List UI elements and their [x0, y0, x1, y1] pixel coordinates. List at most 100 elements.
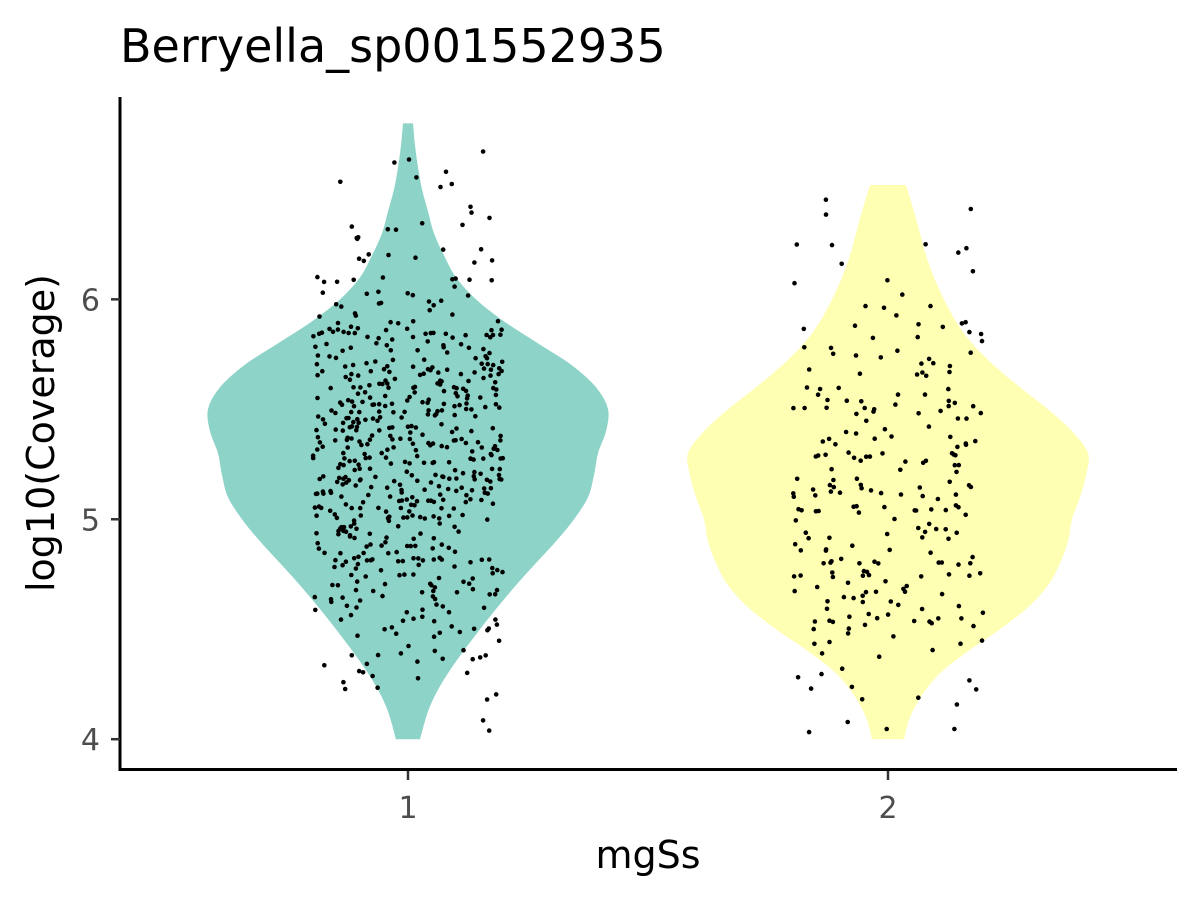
jitter-point — [384, 485, 390, 491]
jitter-point — [951, 452, 957, 457]
jitter-point — [956, 250, 961, 255]
jitter-point — [351, 518, 357, 523]
jitter-point — [390, 437, 395, 442]
jitter-point — [803, 530, 809, 535]
jitter-point — [823, 212, 829, 217]
jitter-point — [463, 332, 468, 338]
jitter-point — [405, 398, 410, 403]
jitter-point — [490, 571, 496, 576]
jitter-point — [955, 416, 961, 421]
jitter-point — [412, 384, 418, 390]
jitter-point — [874, 615, 880, 621]
jitter-point — [342, 686, 348, 692]
jitter-point — [920, 460, 926, 466]
jitter-point — [377, 428, 382, 433]
jitter-point — [468, 560, 473, 565]
jitter-point — [902, 589, 908, 594]
jitter-point — [357, 409, 362, 415]
jitter-point — [440, 604, 446, 609]
jitter-point — [946, 386, 951, 392]
jitter-point — [338, 550, 343, 556]
jitter-point — [940, 324, 946, 330]
jitter-point — [404, 326, 410, 332]
jitter-point — [967, 678, 972, 683]
jitter-point — [355, 373, 361, 378]
jitter-point — [470, 586, 476, 592]
jitter-point — [352, 458, 358, 464]
jitter-point — [469, 449, 475, 454]
jitter-point — [360, 670, 366, 675]
jitter-point — [939, 591, 945, 597]
jitter-point — [328, 488, 333, 494]
jitter-point — [420, 432, 425, 438]
jitter-point — [441, 388, 447, 394]
jitter-point — [468, 456, 474, 462]
jitter-point — [480, 718, 486, 723]
jitter-point — [487, 215, 492, 221]
jitter-point — [315, 372, 320, 378]
jitter-point — [357, 598, 363, 603]
jitter-point — [955, 444, 960, 450]
jitter-point — [817, 386, 823, 392]
jitter-point — [349, 371, 354, 377]
jitter-point — [964, 416, 969, 421]
jitter-point — [479, 557, 485, 563]
jitter-point — [914, 372, 920, 377]
jitter-point — [484, 697, 490, 702]
jitter-point — [357, 466, 363, 472]
jitter-point — [827, 535, 832, 541]
jitter-point — [808, 686, 814, 691]
jitter-point — [861, 568, 867, 574]
jitter-point — [421, 357, 427, 363]
jitter-point — [795, 675, 801, 680]
jitter-point — [480, 149, 486, 154]
jitter-point — [946, 536, 951, 542]
jitter-point — [483, 404, 488, 410]
jitter-point — [918, 574, 924, 579]
jitter-point — [891, 634, 896, 639]
jitter-point — [376, 335, 381, 341]
jitter-point — [863, 454, 869, 460]
jitter-point — [872, 559, 877, 564]
jitter-point — [947, 479, 952, 485]
jitter-point — [970, 554, 975, 560]
jitter-point — [439, 408, 445, 413]
jitter-point — [381, 366, 387, 372]
jitter-point — [477, 655, 483, 660]
jitter-point — [333, 557, 338, 563]
jitter-point — [406, 643, 411, 649]
jitter-point — [481, 366, 487, 371]
jitter-point — [436, 370, 441, 375]
jitter-point — [862, 405, 867, 411]
jitter-point — [454, 426, 459, 431]
jitter-point — [399, 490, 405, 495]
jitter-point — [500, 455, 506, 461]
jitter-point — [845, 631, 851, 636]
jitter-point — [829, 242, 835, 248]
jitter-point — [947, 369, 952, 375]
jitter-point — [489, 452, 494, 458]
jitter-point — [335, 583, 341, 588]
jitter-point — [952, 726, 957, 732]
jitter-point — [959, 321, 965, 326]
jitter-point — [493, 392, 499, 398]
jitter-point — [823, 197, 829, 202]
jitter-point — [340, 348, 345, 354]
jitter-point — [349, 399, 355, 404]
jitter-point — [410, 513, 415, 518]
jitter-point — [383, 378, 388, 383]
jitter-point — [812, 641, 817, 647]
jitter-point — [426, 440, 431, 446]
jitter-point — [383, 455, 389, 460]
jitter-point — [863, 589, 869, 595]
jitter-point — [354, 526, 359, 532]
jitter-point — [413, 543, 418, 549]
jitter-point — [382, 393, 388, 399]
jitter-point — [489, 466, 495, 472]
jitter-point — [923, 242, 928, 247]
jitter-point — [845, 580, 851, 586]
jitter-point — [470, 576, 476, 581]
jitter-point — [361, 258, 367, 264]
jitter-point — [354, 605, 359, 610]
